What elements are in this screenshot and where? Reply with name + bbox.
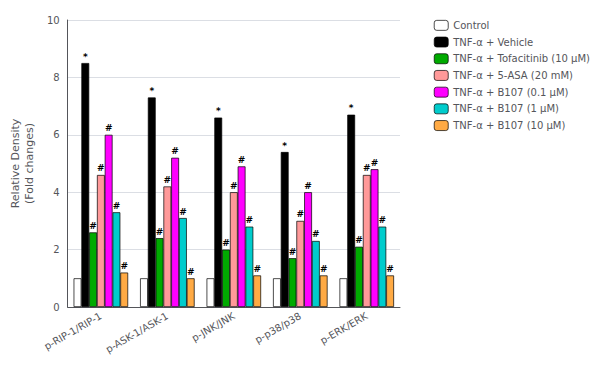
svg-text:Relative Density: Relative Density: [9, 118, 22, 208]
svg-text:#: #: [253, 264, 261, 274]
svg-text:#: #: [97, 163, 105, 173]
svg-text:p-ERK/ERK: p-ERK/ERK: [318, 310, 370, 346]
svg-text:#: #: [113, 201, 121, 211]
svg-text:#: #: [297, 209, 305, 219]
svg-text:*: *: [216, 106, 221, 116]
svg-text:*: *: [349, 103, 354, 113]
svg-text:#: #: [320, 264, 328, 274]
svg-text:#: #: [164, 175, 172, 185]
svg-text:6: 6: [53, 129, 59, 140]
svg-text:TNF-α + B107 (1 μM): TNF-α + B107 (1 μM): [452, 103, 559, 114]
svg-text:#: #: [230, 181, 238, 191]
svg-text:#: #: [156, 227, 164, 237]
svg-text:p-ASK-1/ASK-1: p-ASK-1/ASK-1: [104, 310, 170, 355]
svg-text:TNF-α + Vehicle: TNF-α + Vehicle: [452, 37, 533, 48]
svg-text:2: 2: [53, 244, 59, 255]
svg-text:TNF-α + Tofacitinib (10 μM): TNF-α + Tofacitinib (10 μM): [452, 53, 590, 64]
svg-text:#: #: [179, 207, 187, 217]
svg-text:#: #: [363, 163, 371, 173]
svg-text:p-p38/p38: p-p38/p38: [253, 310, 303, 345]
svg-text:(Fold changes): (Fold changes): [23, 123, 36, 204]
svg-text:*: *: [149, 86, 154, 96]
svg-text:#: #: [289, 247, 297, 257]
svg-text:#: #: [238, 155, 246, 165]
svg-text:#: #: [312, 229, 320, 239]
svg-text:TNF-α + 5-ASA (20 mM): TNF-α + 5-ASA (20 mM): [452, 70, 573, 81]
svg-text:*: *: [83, 52, 88, 62]
svg-text:#: #: [379, 215, 387, 225]
svg-text:TNF-α + B107 (0.1 μM): TNF-α + B107 (0.1 μM): [452, 87, 568, 98]
svg-text:TNF-α + B107 (10 μM): TNF-α + B107 (10 μM): [452, 120, 565, 131]
svg-text:*: *: [282, 141, 287, 151]
svg-text:10: 10: [47, 15, 60, 26]
svg-text:#: #: [187, 267, 195, 277]
svg-text:#: #: [105, 123, 113, 133]
svg-text:#: #: [355, 235, 363, 245]
svg-text:8: 8: [53, 72, 59, 83]
svg-text:#: #: [246, 215, 254, 225]
svg-text:p-JNK/JNK: p-JNK/JNK: [190, 310, 237, 344]
svg-text:Control: Control: [453, 20, 489, 31]
svg-text:0: 0: [53, 302, 59, 313]
svg-text:#: #: [222, 238, 230, 248]
svg-text:#: #: [89, 221, 97, 231]
svg-text:#: #: [371, 158, 379, 168]
svg-text:p-RIP-1/RIP-1: p-RIP-1/RIP-1: [42, 310, 103, 352]
svg-text:#: #: [386, 264, 394, 274]
svg-text:4: 4: [53, 187, 59, 198]
svg-text:#: #: [304, 181, 312, 191]
svg-text:#: #: [120, 261, 128, 271]
svg-text:#: #: [171, 146, 179, 156]
